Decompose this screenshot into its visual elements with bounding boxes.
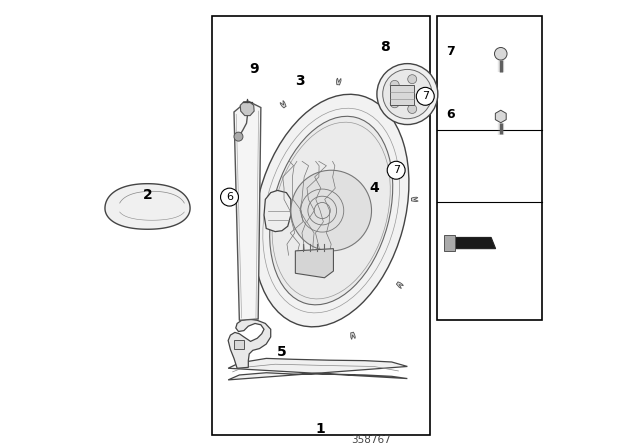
Polygon shape (234, 101, 261, 320)
Polygon shape (264, 190, 291, 232)
Polygon shape (105, 184, 190, 229)
Circle shape (408, 104, 417, 113)
Text: 5: 5 (277, 345, 287, 359)
Text: 3: 3 (295, 73, 305, 88)
Circle shape (495, 47, 507, 60)
Circle shape (390, 99, 399, 108)
Circle shape (417, 87, 435, 105)
Bar (234, 340, 244, 349)
Polygon shape (228, 358, 407, 380)
Circle shape (408, 75, 417, 84)
Bar (212, 16, 430, 435)
Text: 7: 7 (447, 45, 455, 58)
Text: 2: 2 (143, 188, 152, 202)
Ellipse shape (253, 94, 409, 327)
Polygon shape (351, 332, 355, 340)
Circle shape (377, 64, 438, 125)
Text: 7: 7 (422, 91, 429, 101)
Circle shape (419, 90, 428, 99)
Ellipse shape (269, 116, 393, 305)
Circle shape (390, 80, 399, 89)
Polygon shape (296, 249, 333, 278)
Polygon shape (337, 78, 341, 85)
Text: 358767: 358767 (351, 435, 392, 445)
Text: 6: 6 (226, 192, 233, 202)
Text: 8: 8 (380, 40, 390, 54)
Text: 7: 7 (392, 165, 400, 175)
Polygon shape (240, 102, 254, 116)
Polygon shape (412, 197, 418, 202)
Text: 4: 4 (369, 181, 379, 195)
Polygon shape (396, 282, 403, 289)
Polygon shape (451, 237, 495, 249)
Circle shape (221, 188, 239, 206)
Circle shape (291, 170, 372, 251)
Circle shape (234, 132, 243, 141)
Circle shape (387, 161, 405, 179)
Polygon shape (228, 319, 271, 368)
Polygon shape (280, 100, 286, 108)
Text: 9: 9 (249, 62, 259, 77)
Text: 6: 6 (447, 108, 455, 121)
Circle shape (383, 69, 432, 119)
Bar (390, 85, 413, 105)
Text: 1: 1 (315, 422, 325, 436)
Polygon shape (444, 235, 455, 251)
Bar (437, 16, 541, 320)
